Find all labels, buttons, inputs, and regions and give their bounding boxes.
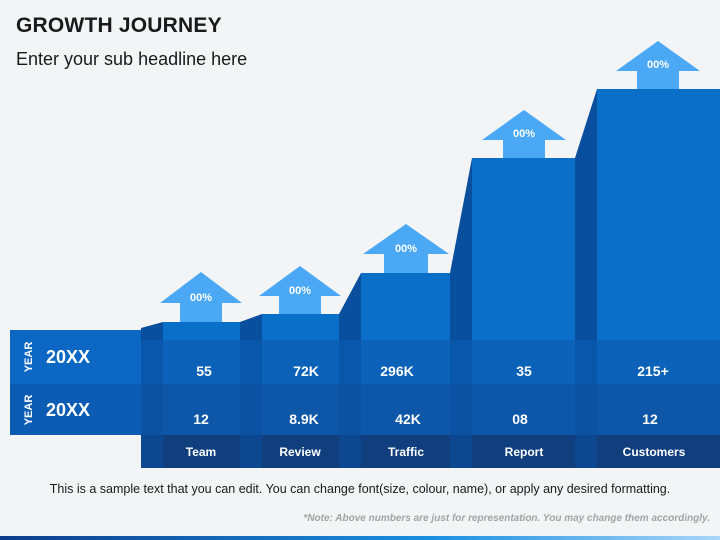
year-panel-row1 <box>10 330 141 384</box>
row2-value-review: 8.9K <box>289 411 319 427</box>
data-row-2 <box>141 384 720 435</box>
page-title: GROWTH JOURNEY <box>16 14 222 37</box>
step-label-team: Team <box>186 445 216 459</box>
arrow-percent-report: 00% <box>513 128 535 140</box>
row2-year-value: 20XX <box>46 400 90 420</box>
step-label-review: Review <box>279 445 321 459</box>
row1-year-label: YEAR <box>23 342 35 373</box>
row2-value-report: 08 <box>512 411 528 427</box>
connector-col-5 <box>575 340 597 468</box>
arrow-up-icon <box>259 266 341 314</box>
row1-value-customers: 215+ <box>637 363 669 379</box>
arrow-up-icon <box>363 224 449 273</box>
step-top-customers <box>597 89 720 340</box>
row2-value-traffic: 42K <box>395 411 421 427</box>
footnote: *Note: Above numbers are just for repres… <box>303 513 710 524</box>
connector-col-1 <box>141 340 163 468</box>
step-label-report: Report <box>505 445 544 459</box>
row2-value-team: 12 <box>193 411 209 427</box>
year-panel-row2 <box>10 384 141 435</box>
arrow-up-icon <box>482 110 566 158</box>
footer-bar <box>0 536 720 540</box>
step-top-team <box>163 322 240 340</box>
arrow-percent-review: 00% <box>289 285 311 297</box>
step-top-traffic <box>361 273 450 340</box>
connector-3 <box>339 273 361 340</box>
row2-value-customers: 12 <box>642 411 658 427</box>
row2-year-label: YEAR <box>23 395 35 426</box>
row1-value-review: 72K <box>293 363 319 379</box>
connector-5 <box>575 89 597 340</box>
arrow-up-icon <box>616 41 700 89</box>
arrow-percent-team: 00% <box>190 292 212 304</box>
data-row-1 <box>141 340 720 384</box>
connector-col-3 <box>339 340 361 468</box>
connector-col-4 <box>450 340 472 468</box>
arrow-up-icon <box>160 272 242 322</box>
connector-1 <box>141 322 163 340</box>
body-text: This is a sample text that you can edit.… <box>49 482 671 496</box>
step-top-review <box>262 314 339 340</box>
row1-value-report: 35 <box>516 363 532 379</box>
label-row <box>141 435 720 468</box>
step-top-report <box>472 158 575 340</box>
row1-year-value: 20XX <box>46 347 90 367</box>
row1-value-traffic: 296K <box>380 363 413 379</box>
connector-col-2 <box>240 340 262 468</box>
step-label-customers: Customers <box>623 445 686 459</box>
step-label-traffic: Traffic <box>388 445 424 459</box>
connector-2 <box>240 314 262 340</box>
arrow-percent-traffic: 00% <box>395 243 417 255</box>
arrow-percent-customers: 00% <box>647 59 669 71</box>
row1-value-team: 55 <box>196 363 212 379</box>
connector-4 <box>450 158 472 340</box>
page-subtitle: Enter your sub headline here <box>16 49 248 69</box>
